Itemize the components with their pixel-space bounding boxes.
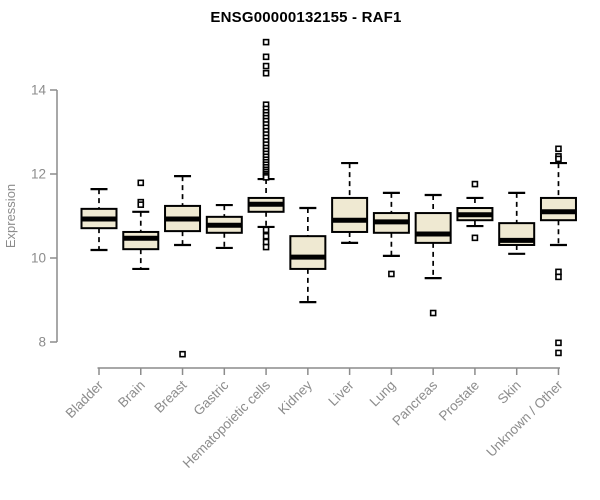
outlier-point	[262, 174, 270, 181]
outlier-point	[262, 62, 270, 70]
outlier-point	[262, 226, 270, 234]
iqr-box	[289, 235, 327, 270]
outlier-point	[388, 270, 395, 278]
outlier-point	[555, 349, 562, 357]
box-skin	[498, 191, 536, 255]
iqr-box	[539, 196, 577, 222]
x-category-label: Kidney	[275, 377, 315, 417]
outlier-point	[429, 309, 437, 317]
y-axis-title: Expression	[3, 184, 18, 248]
outlier-point	[555, 145, 562, 153]
outlier-point	[471, 180, 479, 188]
outlier-point	[262, 243, 270, 251]
outlier-point	[137, 201, 145, 208]
x-category-label: Gastric	[191, 377, 232, 418]
outlier-point	[137, 179, 145, 187]
box-bladder	[80, 188, 118, 252]
x-category-label: Brain	[115, 378, 148, 411]
iqr-box	[331, 196, 369, 233]
x-category-label: Pancreas	[389, 377, 440, 428]
box-liver	[331, 161, 369, 244]
box-pancreas	[414, 193, 452, 317]
x-category-label: Breast	[151, 377, 189, 415]
outlier-point	[555, 339, 562, 347]
outlier-point	[262, 69, 270, 77]
box-breast	[164, 175, 202, 358]
outlier-point	[471, 234, 479, 242]
box-hematopoietic-cells	[247, 38, 285, 251]
box-brain	[122, 179, 160, 271]
y-tick-label: 8	[38, 335, 46, 350]
outlier-point	[262, 53, 270, 61]
x-category-label: Unknown / Other	[483, 377, 566, 460]
chart-title: ENSG00000132155 - RAF1	[210, 9, 402, 26]
outlier-point	[262, 232, 270, 240]
iqr-box	[414, 212, 452, 244]
outlier-point	[179, 350, 186, 358]
box-lung	[372, 191, 410, 278]
box-unknown-other	[539, 145, 577, 357]
outlier-point	[555, 155, 562, 163]
y-tick-label: 10	[31, 251, 46, 266]
x-category-label: Skin	[495, 378, 524, 407]
x-category-label: Bladder	[63, 377, 107, 421]
box-kidney	[289, 206, 327, 304]
outlier-point	[555, 273, 562, 281]
box-gastric	[205, 203, 243, 250]
x-category-label: Liver	[325, 377, 357, 409]
x-category-label: Lung	[367, 378, 399, 410]
y-tick-label: 14	[31, 83, 47, 98]
x-category-label: Prostate	[436, 378, 482, 424]
box-prostate	[456, 180, 494, 242]
outlier-point	[262, 38, 270, 46]
y-tick-label: 12	[31, 167, 46, 182]
